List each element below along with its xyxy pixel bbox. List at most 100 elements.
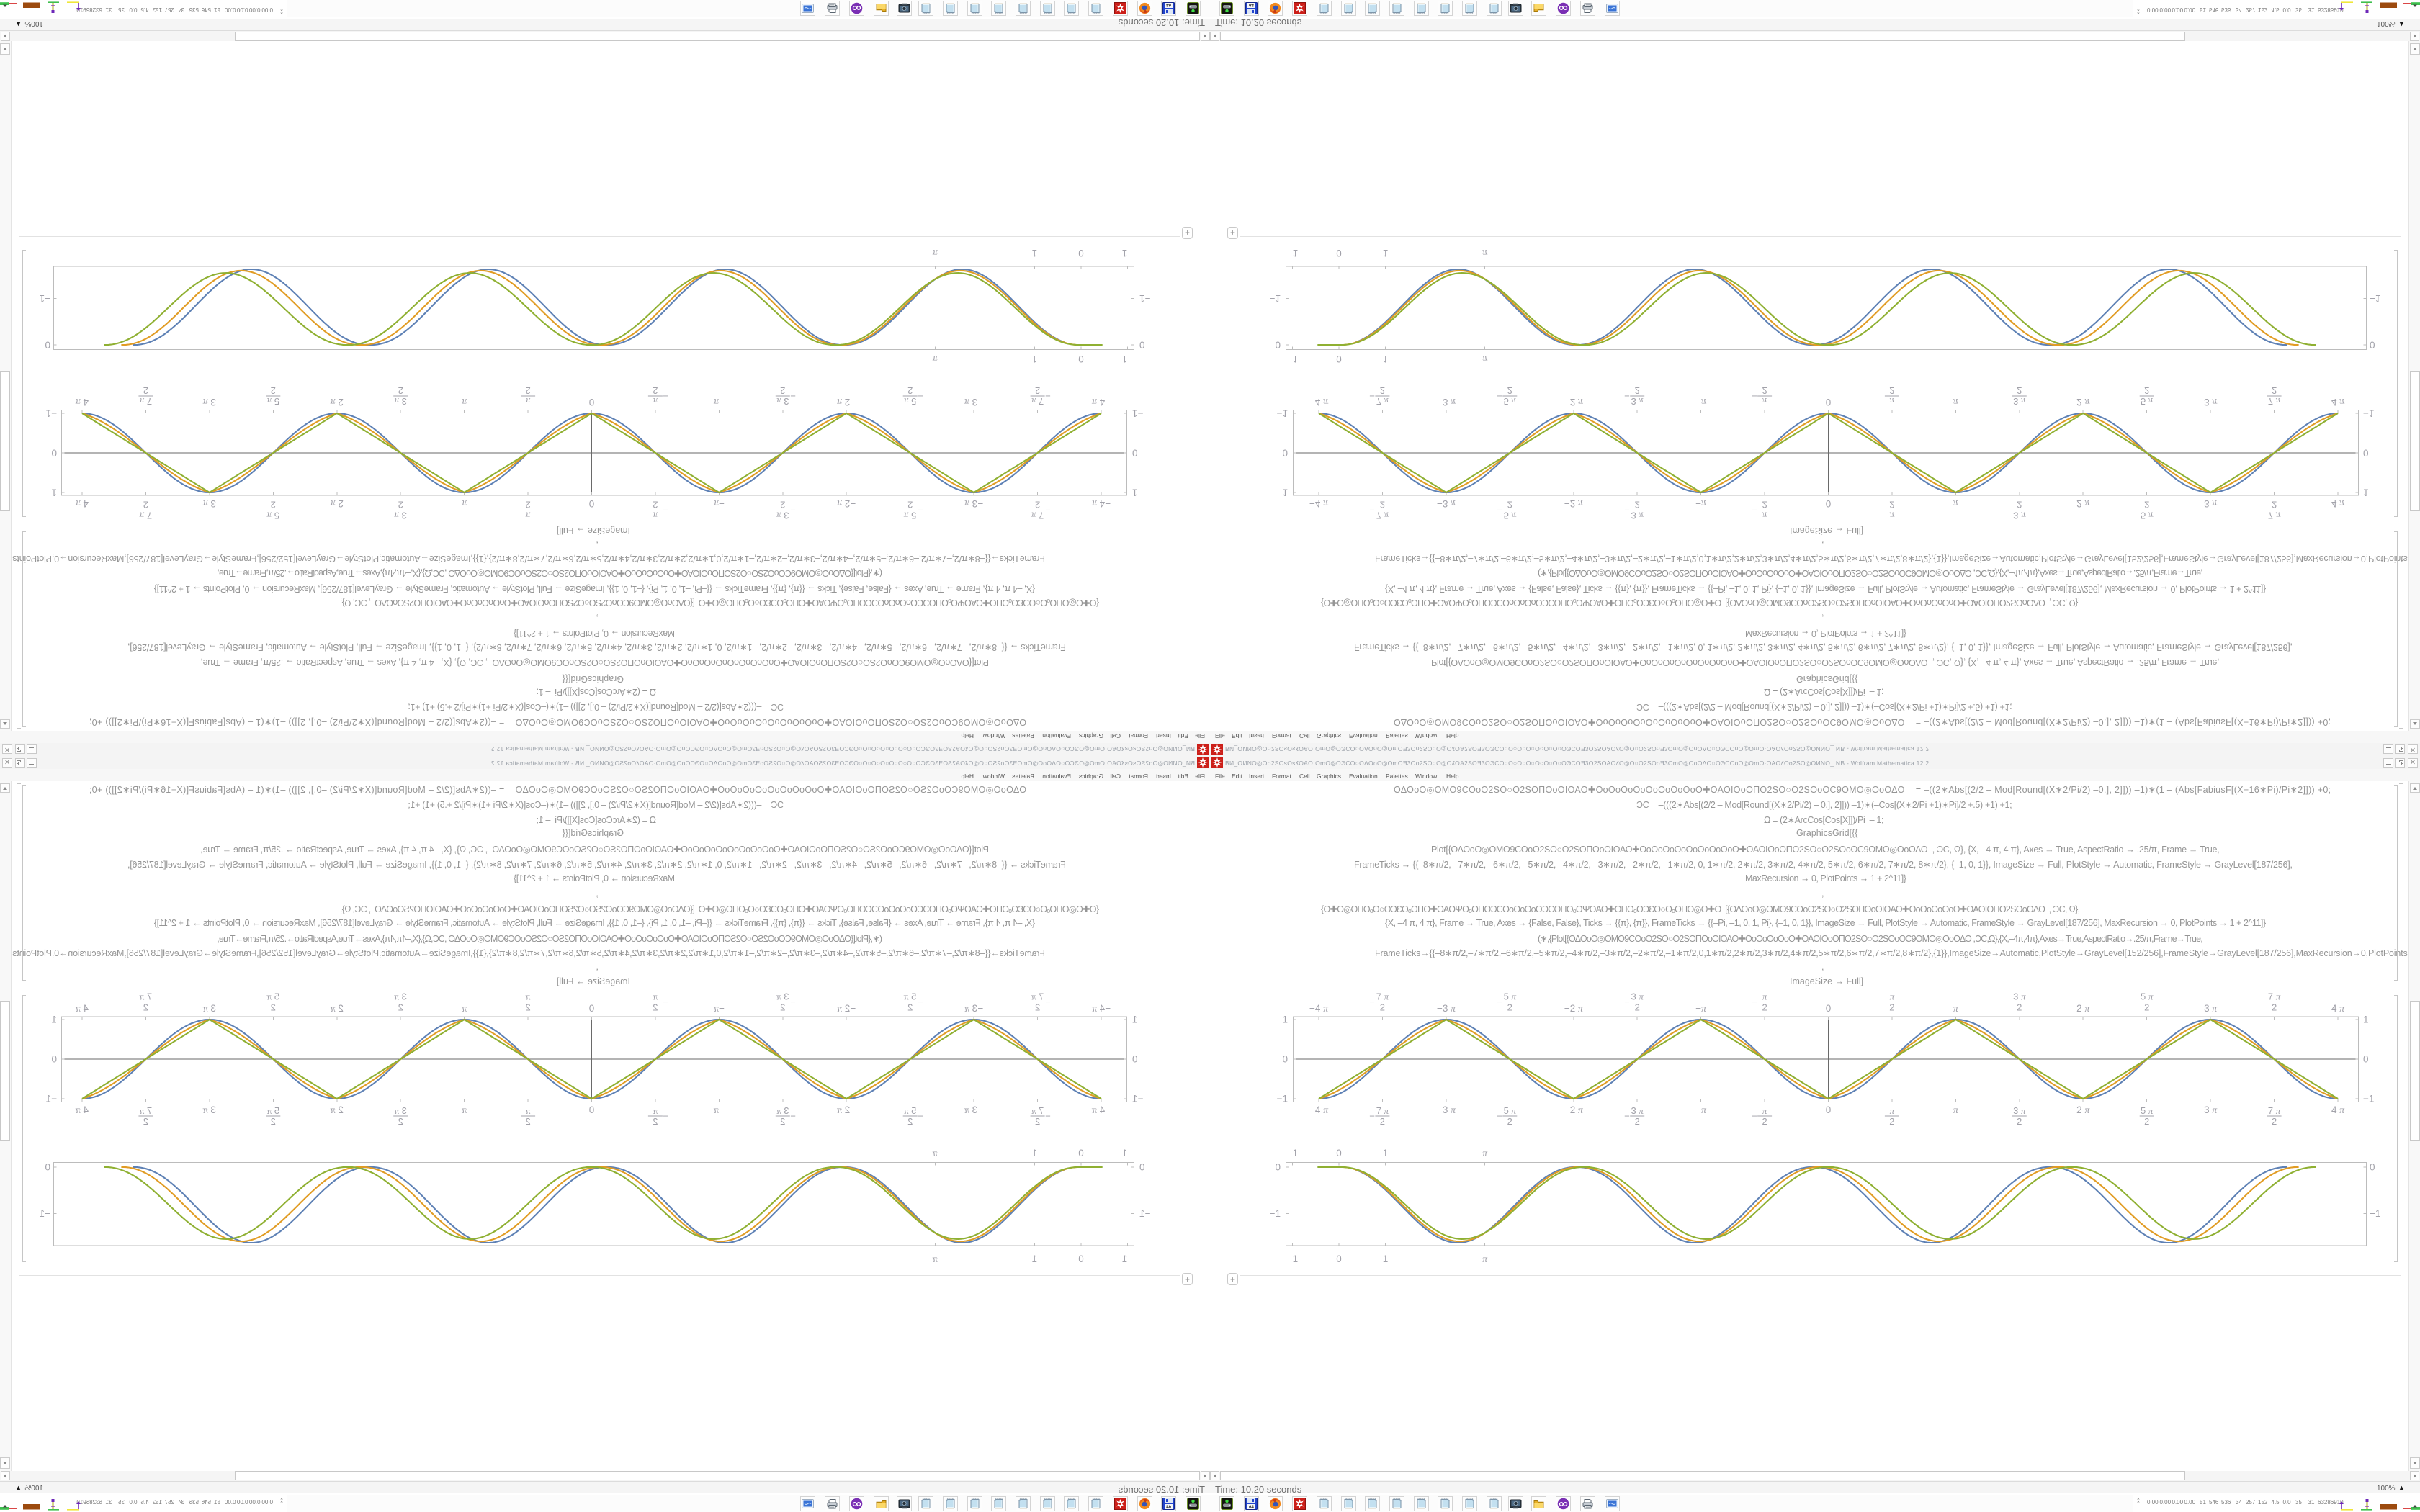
svg-text:7 π: 7 π	[2268, 1105, 2281, 1116]
svg-text:π: π	[525, 396, 530, 407]
svg-text:−3 π: −3 π	[964, 397, 983, 408]
svg-text:2 π: 2 π	[330, 498, 344, 509]
svg-text:3 π: 3 π	[1631, 991, 1644, 1002]
svg-text:2: 2	[143, 500, 148, 510]
svg-text:−1: −1	[1139, 1208, 1150, 1219]
svg-text:7 π: 7 π	[2268, 510, 2281, 521]
svg-text:−: −	[1045, 505, 1051, 516]
svg-text:−1: −1	[1277, 1094, 1288, 1104]
svg-text:3 π: 3 π	[1631, 1105, 1644, 1116]
svg-text:2: 2	[525, 1002, 530, 1013]
svg-text:2 π: 2 π	[2076, 1104, 2090, 1115]
svg-text:−3 π: −3 π	[1437, 397, 1456, 408]
svg-text:2: 2	[653, 1002, 658, 1013]
svg-text:0: 0	[1826, 498, 1832, 509]
svg-text:−: −	[1752, 996, 1757, 1007]
svg-text:2: 2	[780, 500, 785, 510]
svg-text:1: 1	[1032, 354, 1038, 364]
svg-text:−: −	[790, 391, 796, 402]
svg-text:0: 0	[1282, 448, 1288, 459]
svg-text:2: 2	[2144, 500, 2149, 510]
svg-text:π: π	[932, 1254, 938, 1264]
svg-text:3 π: 3 π	[2204, 397, 2218, 408]
svg-text:−: −	[663, 391, 668, 402]
svg-text:0: 0	[589, 1003, 595, 1014]
svg-text:1: 1	[1032, 248, 1038, 258]
svg-text:−: −	[1045, 1111, 1051, 1122]
svg-text:−: −	[918, 391, 923, 402]
svg-text:−1: −1	[46, 1094, 57, 1104]
svg-text:2: 2	[1380, 500, 1385, 510]
svg-text:−π: −π	[713, 397, 725, 408]
svg-text:0: 0	[1275, 340, 1281, 351]
svg-text:2: 2	[1762, 385, 1767, 396]
svg-text:−1: −1	[40, 293, 50, 304]
svg-text:2: 2	[525, 1116, 530, 1127]
svg-text:−: −	[663, 996, 668, 1007]
svg-text:2: 2	[2017, 1002, 2022, 1013]
svg-text:2: 2	[2144, 1116, 2149, 1127]
svg-text:−1: −1	[1270, 293, 1281, 304]
svg-text:3 π: 3 π	[2013, 991, 2026, 1002]
svg-text:0: 0	[1282, 1054, 1288, 1065]
svg-text:1: 1	[1383, 354, 1389, 364]
svg-text:5 π: 5 π	[904, 991, 917, 1002]
svg-text:2: 2	[1380, 1116, 1385, 1127]
svg-text:1: 1	[1032, 1148, 1038, 1158]
svg-text:2: 2	[1507, 500, 1512, 510]
svg-text:1: 1	[51, 1014, 57, 1025]
svg-text:−1: −1	[1139, 293, 1150, 304]
svg-text:2: 2	[653, 1116, 658, 1127]
svg-text:−: −	[1369, 1111, 1375, 1122]
svg-text:3 π: 3 π	[2204, 498, 2218, 509]
svg-text:5 π: 5 π	[266, 991, 279, 1002]
svg-text:−1: −1	[1287, 1148, 1298, 1158]
svg-text:4 π: 4 π	[2331, 397, 2345, 408]
svg-text:3 π: 3 π	[776, 510, 789, 521]
svg-text:2: 2	[1889, 385, 1894, 396]
svg-text:π: π	[1762, 510, 1767, 521]
svg-text:7 π: 7 π	[139, 396, 152, 407]
svg-text:2: 2	[525, 385, 530, 396]
svg-text:−: −	[1497, 996, 1502, 1007]
svg-text:2: 2	[1762, 500, 1767, 510]
svg-text:π: π	[1482, 354, 1488, 364]
svg-text:−π: −π	[713, 1003, 725, 1014]
svg-text:7 π: 7 π	[1031, 991, 1044, 1002]
svg-text:5 π: 5 π	[904, 1105, 917, 1116]
svg-text:−1: −1	[2370, 293, 2380, 304]
svg-text:2: 2	[1762, 1002, 1767, 1013]
svg-text:−4 π: −4 π	[1309, 1104, 1329, 1115]
svg-text:−2 π: −2 π	[1564, 1104, 1584, 1115]
svg-text:2: 2	[780, 1116, 785, 1127]
svg-text:−: −	[1624, 505, 1630, 516]
svg-text:1: 1	[1282, 1014, 1288, 1025]
svg-text:5 π: 5 π	[904, 510, 917, 521]
svg-text:3 π: 3 π	[394, 396, 407, 407]
svg-text:5 π: 5 π	[2141, 510, 2154, 521]
svg-text:2 π: 2 π	[2076, 498, 2090, 509]
svg-text:−3 π: −3 π	[1437, 1003, 1456, 1014]
svg-text:0: 0	[1336, 1254, 1342, 1264]
svg-text:64: 64	[1166, 1506, 1171, 1510]
svg-text:7 π: 7 π	[1031, 1105, 1044, 1116]
svg-text:−π: −π	[1695, 397, 1707, 408]
svg-text:−: −	[663, 1111, 668, 1122]
svg-text:3 π: 3 π	[2204, 1003, 2218, 1014]
svg-text:2: 2	[780, 1002, 785, 1013]
svg-text:5 π: 5 π	[266, 510, 279, 521]
svg-text:4 π: 4 π	[2331, 1104, 2345, 1115]
svg-text:−1: −1	[46, 408, 57, 419]
svg-text:2: 2	[2017, 1116, 2022, 1127]
svg-text:−2 π: −2 π	[836, 1003, 856, 1014]
svg-text:7 π: 7 π	[139, 991, 152, 1002]
svg-text:2: 2	[271, 500, 276, 510]
svg-text:π: π	[1953, 397, 1959, 408]
svg-text:2: 2	[271, 1116, 276, 1127]
svg-text:3 π: 3 π	[776, 991, 789, 1002]
svg-text:4 π: 4 π	[2331, 1003, 2345, 1014]
svg-text:2: 2	[1035, 385, 1040, 396]
svg-text:1: 1	[1132, 487, 1138, 498]
svg-text:−3 π: −3 π	[964, 1003, 983, 1014]
svg-text:π: π	[525, 1105, 530, 1116]
